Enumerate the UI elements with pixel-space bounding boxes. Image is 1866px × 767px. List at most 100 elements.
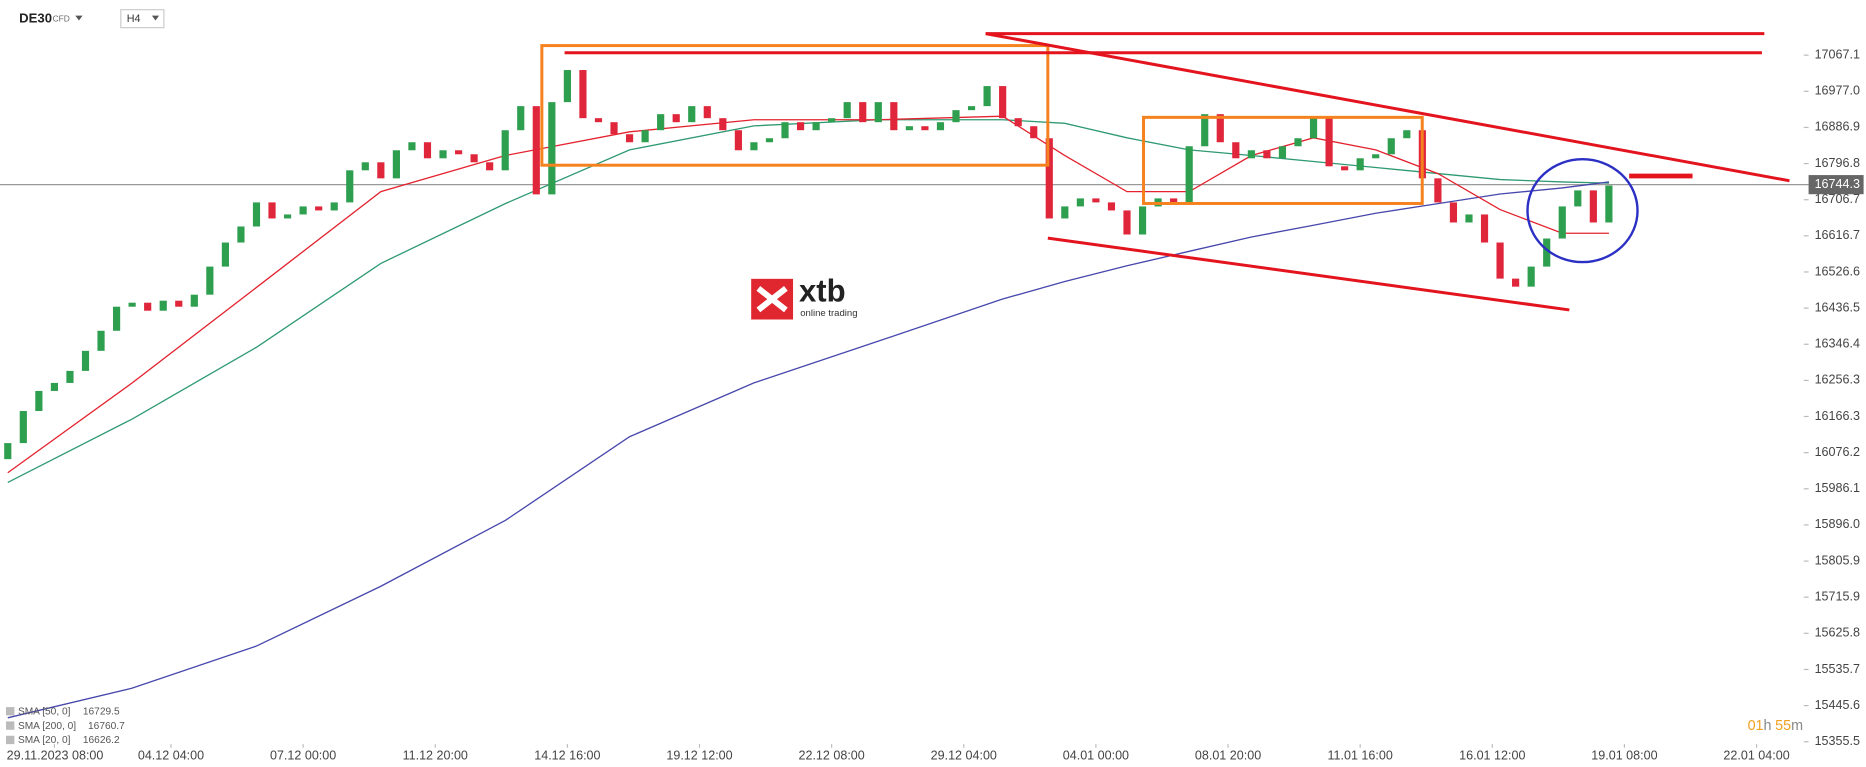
candle-body	[501, 130, 509, 171]
legend-name: SMA [20, 0]	[18, 735, 71, 746]
candle-body	[1465, 214, 1473, 223]
dropdown-arrow[interactable]	[151, 15, 160, 21]
candle-body	[1543, 238, 1551, 267]
candle-body	[921, 126, 929, 131]
candle-body	[657, 114, 665, 131]
y-tick-label: 15805.9	[1815, 553, 1860, 567]
candle-body	[1123, 210, 1131, 235]
candle-body	[812, 122, 820, 131]
candle-body	[1278, 146, 1287, 159]
y-tick-label: 15445.6	[1815, 698, 1860, 712]
candle-body	[563, 70, 571, 103]
candle-body	[1403, 130, 1411, 139]
candle-body	[734, 130, 742, 151]
candle-body	[703, 106, 711, 119]
candle-body	[1309, 118, 1318, 139]
candle-body	[952, 110, 960, 123]
candle-body	[377, 162, 385, 179]
timer: 01h 55m	[1748, 718, 1803, 734]
current-price-box	[1808, 175, 1864, 195]
candle-body	[874, 102, 882, 123]
y-tick-label: 15715.9	[1815, 589, 1860, 603]
y-tick-label: 15355.5	[1815, 734, 1860, 748]
candle-body	[843, 102, 851, 119]
candle-body	[967, 106, 976, 111]
legend-value: 16760.7	[88, 721, 125, 732]
interval[interactable]: H4	[127, 13, 141, 25]
sma-line	[7, 115, 1609, 474]
candle-body	[610, 122, 618, 135]
y-tick-label: 15896.0	[1815, 517, 1860, 531]
candle-body	[688, 106, 696, 123]
x-tick-label: 11.12 20:00	[403, 748, 468, 762]
candle-body	[1372, 154, 1380, 159]
candle-body	[1512, 278, 1520, 287]
y-tick-label: 16796.8	[1815, 156, 1860, 170]
candle-body	[81, 350, 90, 371]
instrument-type: CFD	[53, 13, 70, 23]
trend-line	[985, 32, 1790, 183]
legend-icon	[5, 735, 15, 745]
candle-body	[719, 118, 727, 131]
candle-body	[1092, 198, 1100, 203]
candle-body	[532, 106, 540, 195]
x-tick-label: 04.12 04:00	[138, 748, 204, 762]
interval-box[interactable]	[120, 9, 165, 29]
candle-body	[97, 330, 105, 351]
candle-body	[128, 302, 136, 307]
candle-body	[66, 370, 74, 383]
candle-body	[4, 443, 12, 460]
candle-body	[1356, 158, 1364, 171]
legend-icon	[5, 721, 15, 730]
candle-body	[315, 206, 323, 211]
instrument[interactable]: DE30	[19, 11, 52, 26]
candle-body	[1185, 146, 1193, 203]
y-tick-label: 17067.1	[1815, 47, 1860, 61]
y-tick-label: 16706.7	[1815, 192, 1860, 206]
candle-body	[361, 162, 369, 171]
x-tick-label: 22.12 08:00	[798, 748, 864, 762]
legend-name: SMA [200, 0]	[18, 721, 76, 732]
logo-name: xtb	[799, 273, 846, 308]
candle-body	[175, 300, 183, 307]
x-tick-label: 29.12 04:00	[931, 748, 997, 762]
candle-body	[1045, 138, 1053, 219]
x-tick-label: 19.01 08:00	[1591, 748, 1657, 762]
y-tick-label: 15986.1	[1815, 481, 1860, 495]
annotations	[540, 32, 1790, 312]
candle-body	[283, 214, 292, 219]
candle-body	[1076, 198, 1084, 207]
candle-body	[206, 266, 214, 295]
candle-body	[1263, 150, 1271, 159]
x-tick-label: 08.01 20:00	[1195, 748, 1261, 762]
candle-body	[392, 150, 400, 179]
x-tick-label: 07.12 00:00	[270, 748, 336, 762]
current-price-label: 16744.3	[1815, 177, 1860, 191]
candle-body	[50, 382, 58, 391]
candle-body	[1232, 142, 1240, 159]
y-tick-label: 16526.6	[1815, 264, 1860, 278]
y-tick-label: 16436.5	[1815, 300, 1860, 314]
x-tick-label: 04.01 00:00	[1063, 748, 1129, 762]
candle-body	[1294, 138, 1302, 147]
dropdown-arrow[interactable]	[75, 15, 83, 21]
candle-body	[486, 162, 494, 171]
candle-body	[1061, 206, 1069, 219]
range-box	[1142, 115, 1424, 205]
candle-body	[252, 202, 261, 227]
candle-body	[1449, 202, 1458, 223]
candle-body	[1434, 178, 1442, 203]
candle-body	[35, 390, 43, 412]
legend-icon	[5, 707, 15, 716]
candle-body	[796, 122, 805, 131]
candle-body	[299, 206, 307, 215]
y-tick-label: 16977.0	[1815, 84, 1860, 98]
y-tick-label: 16256.3	[1815, 373, 1860, 387]
candle-body	[454, 150, 463, 155]
legend-value: 16626.2	[83, 735, 120, 746]
candle-body	[999, 86, 1007, 119]
plot-area: 17067.1 16977.0 16886.9 16796.8 16706.7 16616…	[0, 47, 1864, 762]
highlight-circle	[1526, 158, 1639, 264]
sma-line	[7, 181, 1610, 719]
